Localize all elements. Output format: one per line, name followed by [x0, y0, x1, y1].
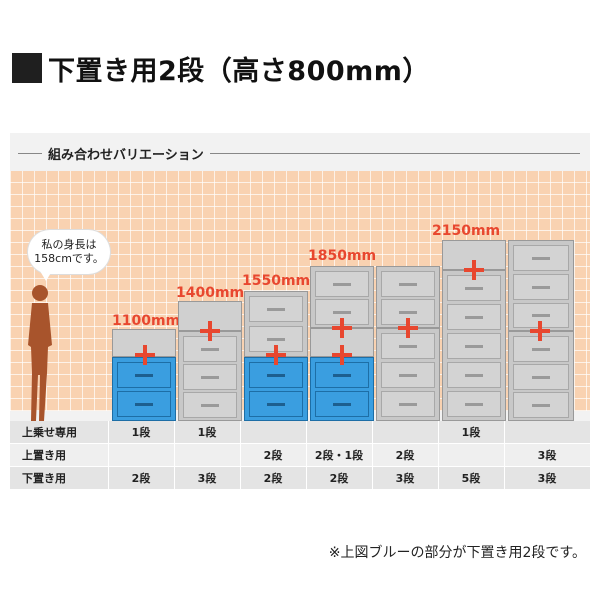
stack-4-top-cabinet: [310, 266, 374, 328]
stack-1-plus-icon: [135, 345, 155, 365]
table-cell: 2段: [240, 443, 307, 467]
table-cell: [240, 421, 307, 444]
table-cell: 3段: [504, 466, 591, 490]
table-cell: 2段: [108, 466, 175, 490]
height-label-1100: 1100mm: [112, 313, 181, 329]
heading-line-left: [18, 152, 42, 154]
table-cell: 2段: [240, 466, 307, 490]
stack-5-drawer-3: [381, 333, 435, 359]
table-cell: 2段: [306, 466, 373, 490]
height-label-1550: 1550mm: [242, 273, 311, 289]
row-label: 上置き用: [10, 443, 109, 467]
stack-5-top-cabinet: [376, 266, 440, 328]
bubble-tail: [40, 271, 52, 281]
speech-bubble: 私の身長は 158cmです。: [28, 230, 110, 274]
stack-7-drawer-1: [513, 245, 569, 271]
table-row: 下置き用 2段 3段 2段 2段 3段 5段 3段: [10, 466, 591, 490]
table-cell: 1段: [438, 421, 505, 444]
page-title-row: 下置き用2段（高さ800mm）: [12, 48, 430, 88]
heading-line-right: [209, 152, 580, 154]
stack-6-drawer-5: [447, 391, 501, 417]
height-label-2150: 2150mm: [432, 223, 501, 239]
stack-3-drawer-4: [249, 391, 303, 417]
variation-panel: 組み合わせバリエーション 私の身長は 158cmです。 1100mm 1400m…: [10, 133, 591, 490]
stack-3-plus-icon: [266, 345, 286, 365]
stack-4-plus-icon-lower: [332, 345, 352, 365]
height-label-1400: 1400mm: [176, 285, 245, 301]
row-label: 上乗せ専用: [10, 421, 109, 444]
footnote: ※上図ブルーの部分が下置き用2段です。: [328, 545, 586, 561]
table-cell: 1段: [174, 421, 241, 444]
table-cell: 3段: [372, 466, 439, 490]
table-cell: [372, 421, 439, 444]
stack-7-drawer-3: [513, 303, 569, 328]
table-cell: 2段・1段: [306, 443, 373, 467]
height-label-1850: 1850mm: [308, 248, 377, 264]
title-square-icon: [12, 53, 42, 83]
stack-1-base-cabinet: [112, 357, 176, 421]
stack-5-drawer-5: [381, 391, 435, 417]
stack-6-drawer-3: [447, 333, 501, 359]
stack-2-plus-icon: [200, 321, 220, 341]
stack-4-plus-icon-upper: [332, 318, 352, 338]
table-cell: [438, 443, 505, 467]
stack-5-plus-icon: [398, 318, 418, 338]
stack-6-plus-icon: [464, 260, 484, 280]
stack-3-drawer-3: [249, 362, 303, 388]
page-title: 下置き用2段（高さ800mm）: [48, 55, 430, 87]
stack-7-base-cabinet: [508, 331, 574, 421]
stack-1-drawer-1: [117, 362, 171, 388]
person-silhouette-icon: [28, 285, 52, 421]
stack-7-plus-icon: [530, 321, 550, 341]
bubble-line-2: 158cmです。: [34, 252, 104, 265]
stack-4-drawer-4: [315, 391, 369, 417]
table-cell: [174, 443, 241, 467]
stack-3-drawer-1: [249, 296, 303, 322]
table-cell: [306, 421, 373, 444]
row-label: 下置き用: [10, 466, 109, 490]
stack-7-top-cabinet: [508, 240, 574, 331]
stack-2-drawer-3: [183, 392, 237, 418]
stack-7-drawer-5: [513, 364, 569, 390]
stack-1-drawer-2: [117, 391, 171, 417]
table-cell: 5段: [438, 466, 505, 490]
table-row: 上置き用 2段 2段・1段 2段 3段: [10, 443, 591, 467]
stack-4-drawer-1: [315, 271, 369, 297]
panel-heading-row: 組み合わせバリエーション: [10, 133, 590, 173]
stack-6-base-cabinet: [442, 270, 506, 421]
table-cell: [108, 443, 175, 467]
stack-6-drawer-4: [447, 362, 501, 388]
stack-4-drawer-3: [315, 362, 369, 388]
spec-table: 上乗せ専用 1段 1段 1段 上置き用 2段 2段・1段 2段 3段 下置き用 …: [10, 421, 591, 490]
stack-3-base-cabinet: [244, 357, 308, 421]
stack-4-base-cabinet: [310, 357, 374, 421]
stack-7-drawer-2: [513, 274, 569, 300]
table-cell: 3段: [504, 443, 591, 467]
table-cell: 1段: [108, 421, 175, 444]
stack-6-drawer-2: [447, 304, 501, 330]
table-cell: 2段: [372, 443, 439, 467]
stack-5-drawer-1: [381, 271, 435, 297]
bubble-line-1: 私の身長は: [41, 238, 97, 251]
stack-5-drawer-4: [381, 362, 435, 388]
stack-2-drawer-2: [183, 364, 237, 390]
table-cell: 3段: [174, 466, 241, 490]
panel-heading: 組み合わせバリエーション: [48, 147, 204, 163]
table-row: 上乗せ専用 1段 1段 1段: [10, 421, 591, 444]
table-cell: [504, 421, 591, 444]
stack-5-base-cabinet: [376, 328, 440, 421]
stack-2-base-cabinet: [178, 331, 242, 421]
stack-7-drawer-6: [513, 392, 569, 418]
